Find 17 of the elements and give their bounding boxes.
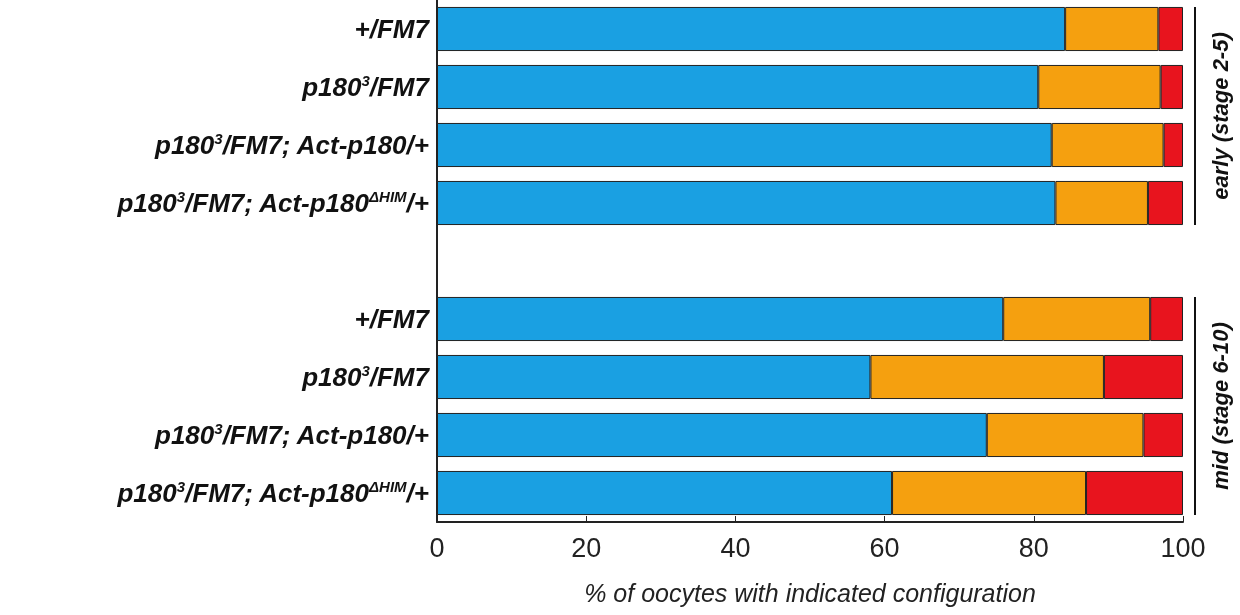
y-tick-label: p180$^{3}$/FM7; Act-p180/+ (155, 129, 429, 161)
x-tick-label: 0 (429, 532, 445, 563)
y-tick-label: +/FM7 (354, 13, 429, 45)
x-tick-label: 60 (869, 532, 900, 563)
y-tick-label: p180$^{3}$/FM7 (302, 71, 429, 103)
x-axis-title: % of oocytes with indicated configuration (584, 578, 1036, 607)
text: early (stage 2-5) (1207, 32, 1233, 200)
text: mid (stage 6-10) (1207, 322, 1233, 490)
y-tick-label: p180$^{3}$/FM7 (302, 361, 429, 393)
x-tick-label: 20 (571, 532, 602, 563)
y-tick-label: +/FM7 (354, 303, 429, 335)
x-tick-label: 40 (720, 532, 751, 563)
x-tick-label: 100 (1160, 532, 1206, 563)
y-tick-label: p180$^{3}$/FM7; Act-p180/+ (155, 419, 429, 451)
y-tick-label: p180$^{3}$/FM7; Act-p180$^{ΔHIM}$/+ (117, 477, 429, 509)
x-tick-label: 80 (1018, 532, 1049, 563)
y-tick-label: p180$^{3}$/FM7; Act-p180$^{ΔHIM}$/+ (117, 187, 429, 219)
